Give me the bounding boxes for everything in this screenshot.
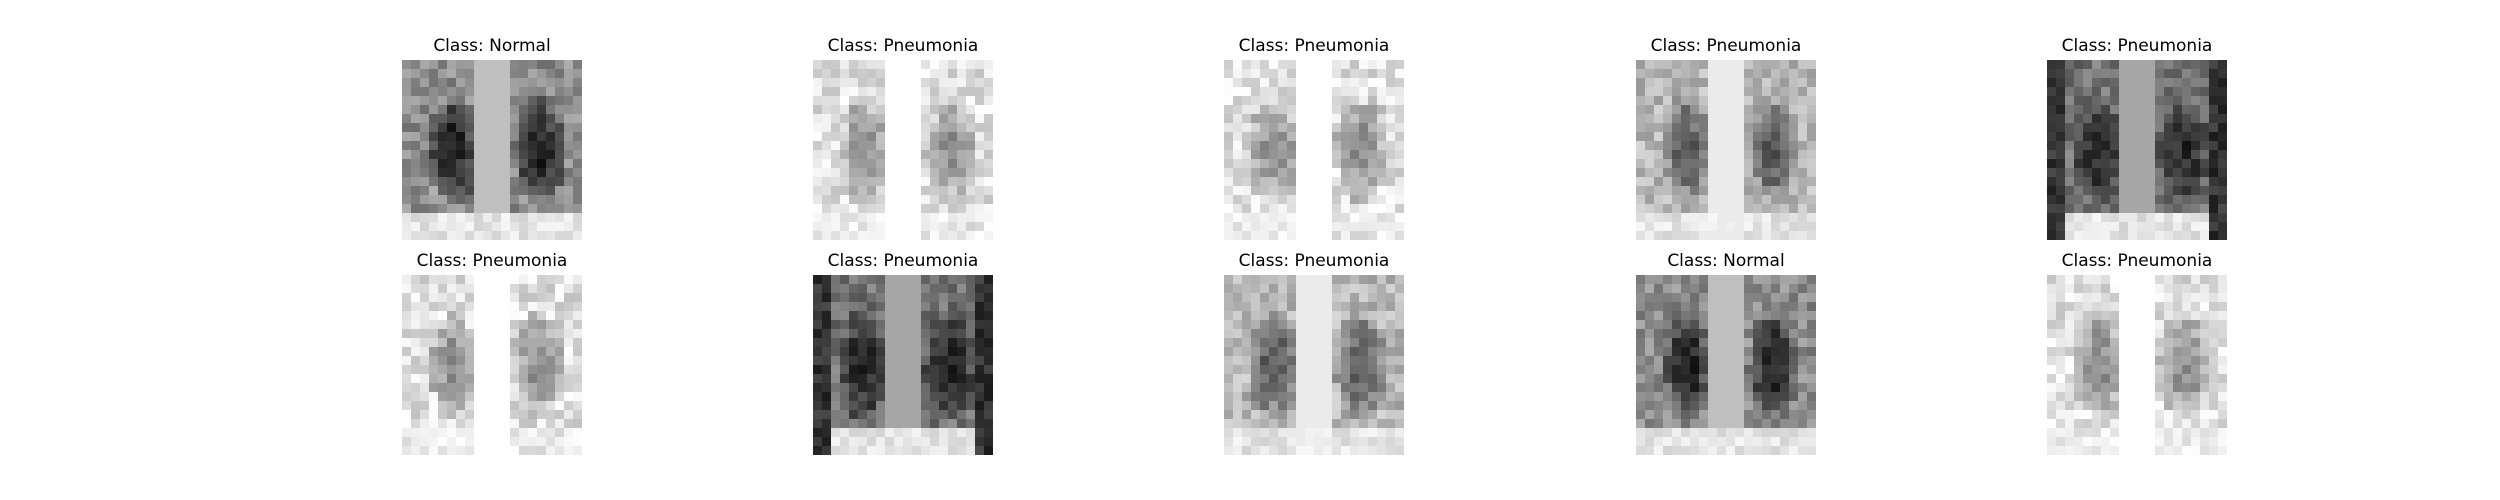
panel-title: Class: Pneumonia xyxy=(1238,36,1390,56)
xray-pixels xyxy=(813,60,993,240)
xray-pixels xyxy=(402,60,582,240)
xray-pixels xyxy=(1224,60,1404,240)
xray-pixels xyxy=(402,275,582,455)
xray-pixels xyxy=(1224,275,1404,455)
xray-image xyxy=(813,275,993,455)
panel-title: Class: Normal xyxy=(1667,251,1785,271)
xray-image xyxy=(2047,60,2227,240)
panel-title: Class: Pneumonia xyxy=(2061,251,2213,271)
xray-image xyxy=(402,275,582,455)
xray-image xyxy=(1224,275,1404,455)
panel-title: Class: Pneumonia xyxy=(827,251,979,271)
xray-image xyxy=(813,60,993,240)
panel-title: Class: Pneumonia xyxy=(827,36,979,56)
panel-title: Class: Normal xyxy=(433,36,551,56)
xray-pixels xyxy=(2047,60,2227,240)
panel-title: Class: Pneumonia xyxy=(416,251,568,271)
panel-title: Class: Pneumonia xyxy=(2061,36,2213,56)
xray-image xyxy=(402,60,582,240)
xray-pixels xyxy=(813,275,993,455)
xray-pixels xyxy=(1636,275,1816,455)
xray-image xyxy=(1636,275,1816,455)
xray-image xyxy=(1224,60,1404,240)
xray-pixels xyxy=(2047,275,2227,455)
panel-title: Class: Pneumonia xyxy=(1238,251,1390,271)
xray-image xyxy=(2047,275,2227,455)
xray-pixels xyxy=(1636,60,1816,240)
xray-image xyxy=(1636,60,1816,240)
panel-title: Class: Pneumonia xyxy=(1650,36,1802,56)
